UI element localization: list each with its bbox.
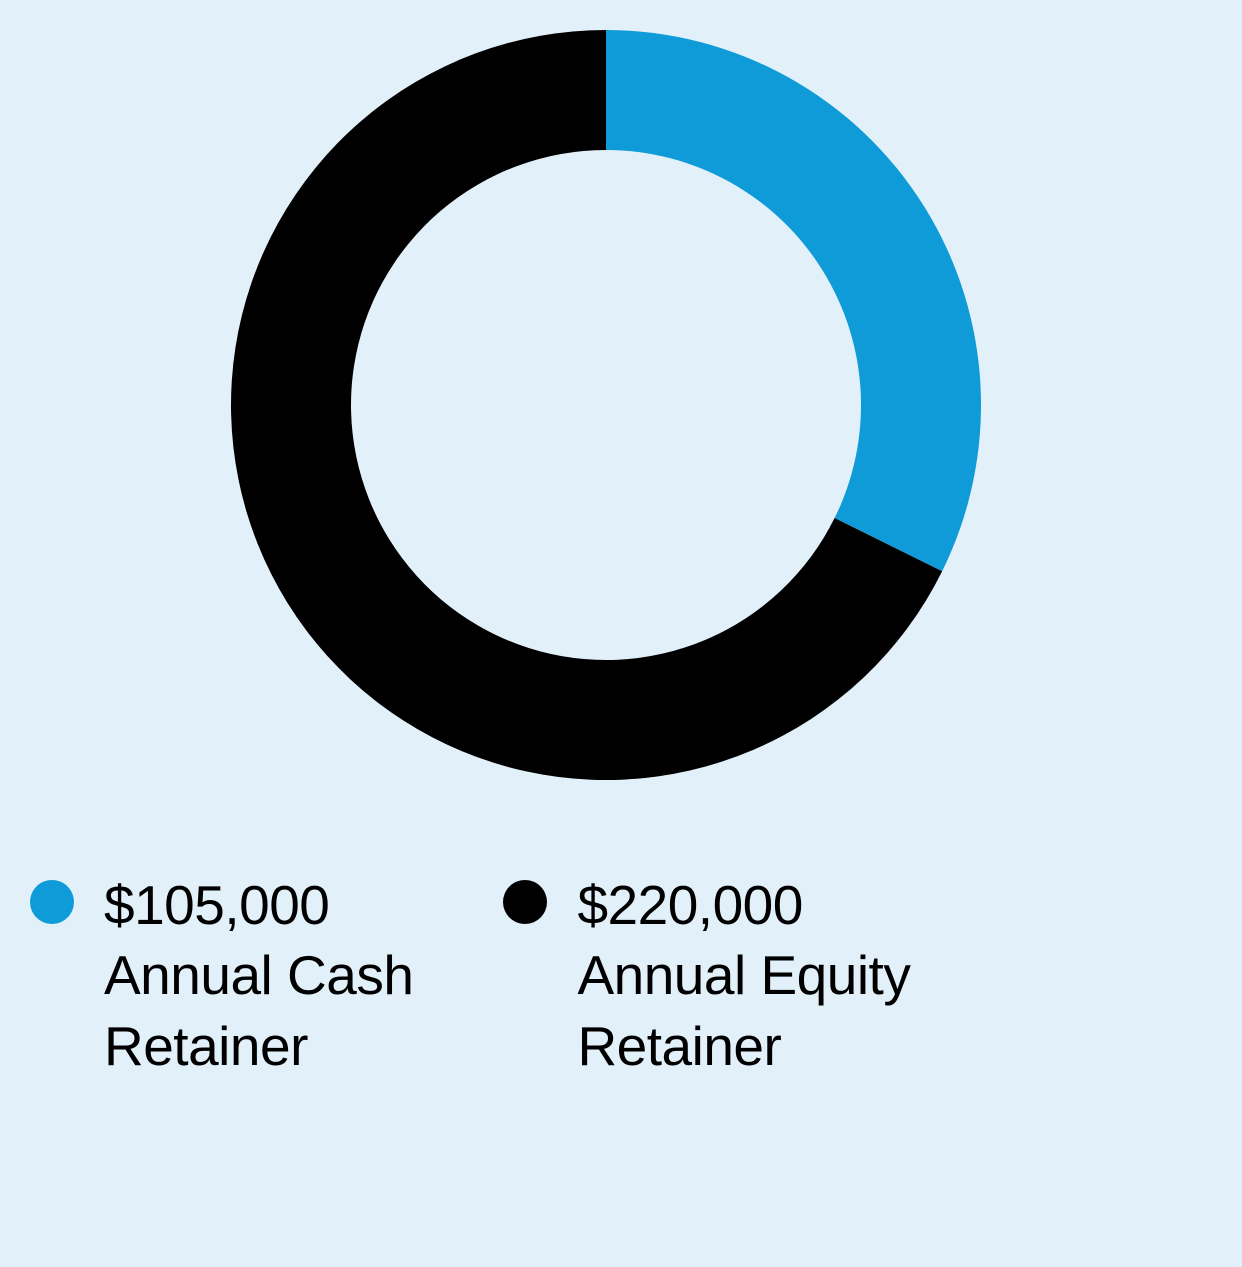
legend-label-cash-line2: Retainer	[104, 1011, 413, 1081]
legend-item-equity: $220,000 Annual Equity Retainer	[503, 870, 910, 1081]
legend-dot-equity	[503, 880, 547, 924]
legend-item-cash: $105,000 Annual Cash Retainer	[30, 870, 413, 1081]
legend-text-cash: $105,000 Annual Cash Retainer	[104, 870, 413, 1081]
legend-text-equity: $220,000 Annual Equity Retainer	[577, 870, 910, 1081]
donut-chart	[231, 30, 981, 780]
legend-label-equity-line1: Annual Equity	[577, 940, 910, 1010]
chart-legend: $105,000 Annual Cash Retainer $220,000 A…	[0, 870, 1242, 1081]
legend-label-equity-line2: Retainer	[577, 1011, 910, 1081]
legend-amount-cash: $105,000	[104, 870, 413, 940]
donut-segment	[606, 30, 981, 571]
legend-amount-equity: $220,000	[577, 870, 910, 940]
legend-label-cash-line1: Annual Cash	[104, 940, 413, 1010]
legend-dot-cash	[30, 880, 74, 924]
